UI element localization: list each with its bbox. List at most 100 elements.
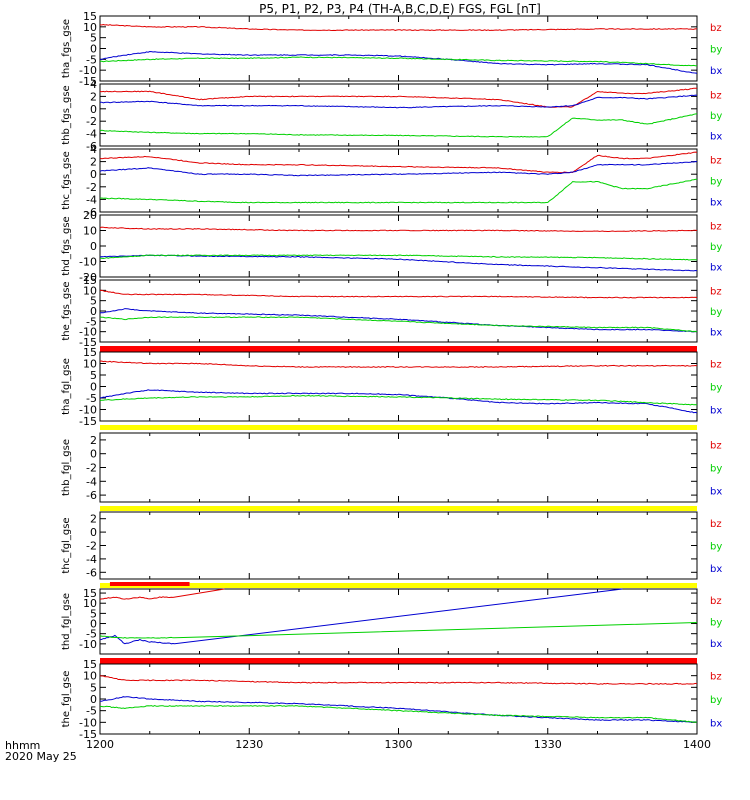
series-by [99, 316, 698, 333]
y-axis-label: thb_fgs_gse [61, 85, 72, 144]
legend-bx: bx [710, 718, 722, 729]
y-axis-label: thd_fgs_gse [61, 216, 72, 275]
legend-bz: bz [710, 221, 722, 232]
y-tick-label: -2 [86, 462, 97, 475]
y-tick-label: -2 [86, 115, 97, 128]
y-tick-label: 5 [90, 681, 97, 694]
y-tick-label: -10 [79, 404, 97, 417]
y-tick-label: -6 [86, 140, 97, 153]
y-tick-label: 15 [83, 274, 97, 287]
y-tick-label: 15 [83, 10, 97, 23]
y-tick-label: -20 [79, 271, 97, 284]
y-tick-label: 0 [90, 526, 97, 539]
series-bx [99, 696, 698, 723]
x-tick-label: 1300 [385, 738, 413, 751]
y-tick-label: 2 [90, 434, 97, 447]
legend-bz: bz [710, 441, 722, 452]
series-bx [99, 588, 623, 645]
legend-by: by [710, 618, 722, 629]
y-tick-label: -2 [86, 181, 97, 194]
series-bx [99, 389, 698, 414]
legend-by: by [710, 111, 722, 122]
series-bz [99, 226, 698, 232]
series-bz [99, 360, 698, 368]
figure-title: P5, P1, P2, P3, P4 (TH-A,B,C,D,E) FGS, F… [259, 2, 541, 16]
y-axis-label: the_fgl_gse [61, 671, 72, 728]
series-bx [99, 94, 698, 109]
y-tick-label: -15 [79, 728, 97, 741]
y-tick-label: -10 [79, 716, 97, 729]
y-axis-label: tha_fgs_gse [61, 19, 72, 78]
flag-bar-yellow [100, 583, 697, 588]
legend-by: by [710, 542, 722, 553]
x-tick-label: 1230 [235, 738, 263, 751]
series-by [99, 254, 698, 261]
y-tick-label: 2 [90, 513, 97, 526]
series-bx [99, 254, 698, 272]
legend-bz: bz [710, 90, 722, 101]
legend-bz: bz [710, 23, 722, 34]
y-tick-label: -15 [79, 336, 97, 349]
x-tick-label: 1400 [683, 738, 711, 751]
legend-by: by [710, 464, 722, 475]
panel-frame [99, 663, 698, 735]
legend-bx: bx [710, 487, 722, 498]
legend-by: by [710, 695, 722, 706]
series-bz [99, 151, 698, 174]
y-tick-label: 5 [90, 369, 97, 382]
y-tick-label: 0 [90, 618, 97, 631]
y-tick-label: 0 [90, 240, 97, 253]
y-tick-label: 0 [90, 103, 97, 116]
y-tick-label: -10 [79, 638, 97, 651]
y-tick-label: -15 [79, 415, 97, 428]
panel-frame [99, 83, 698, 147]
panel-frame [99, 588, 698, 655]
series-by [99, 622, 698, 639]
series-by [99, 113, 698, 138]
y-tick-label: -10 [79, 326, 97, 339]
y-tick-label: 15 [83, 587, 97, 600]
series-bz [99, 289, 698, 299]
y-axis-label: the_fgs_gse [61, 281, 72, 340]
panel-frame [99, 279, 698, 343]
legend-bx: bx [710, 564, 722, 575]
y-tick-label: 10 [83, 358, 97, 371]
y-axis-label: thb_fgl_gse [61, 439, 72, 496]
panel-frame [99, 511, 698, 580]
legend-bz: bz [710, 360, 722, 371]
y-tick-label: -5 [86, 392, 97, 405]
y-tick-label: 10 [83, 597, 97, 610]
y-tick-label: -10 [79, 256, 97, 269]
y-tick-label: 10 [83, 670, 97, 683]
x-tick-label: 1200 [86, 738, 114, 751]
legend-bz: bz [710, 156, 722, 167]
legend-bz: bz [710, 672, 722, 683]
series-by [99, 705, 698, 723]
legend-bx: bx [710, 66, 722, 77]
legend-bx: bx [710, 406, 722, 417]
legend-bx: bx [710, 328, 722, 339]
series-by [99, 394, 698, 406]
y-tick-label: -10 [79, 64, 97, 77]
flag-bar-red [109, 582, 190, 586]
y-tick-label: 5 [90, 32, 97, 45]
y-tick-label: -4 [86, 128, 97, 141]
legend-by: by [710, 177, 722, 188]
x-tick-label: 1330 [534, 738, 562, 751]
legend-by: by [710, 307, 722, 318]
y-tick-label: -6 [86, 566, 97, 579]
y-tick-label: 10 [83, 284, 97, 297]
legend-bx: bx [710, 132, 722, 143]
time-axis-label: hhmm [5, 739, 41, 752]
y-tick-label: -4 [86, 475, 97, 488]
flag-bar-yellow [100, 506, 697, 511]
y-tick-label: 15 [83, 346, 97, 359]
y-tick-label: -2 [86, 540, 97, 553]
y-tick-label: 2 [90, 90, 97, 103]
y-tick-label: 0 [90, 168, 97, 181]
y-tick-label: -4 [86, 553, 97, 566]
panel-frame [99, 351, 698, 422]
series-bz [99, 588, 225, 600]
